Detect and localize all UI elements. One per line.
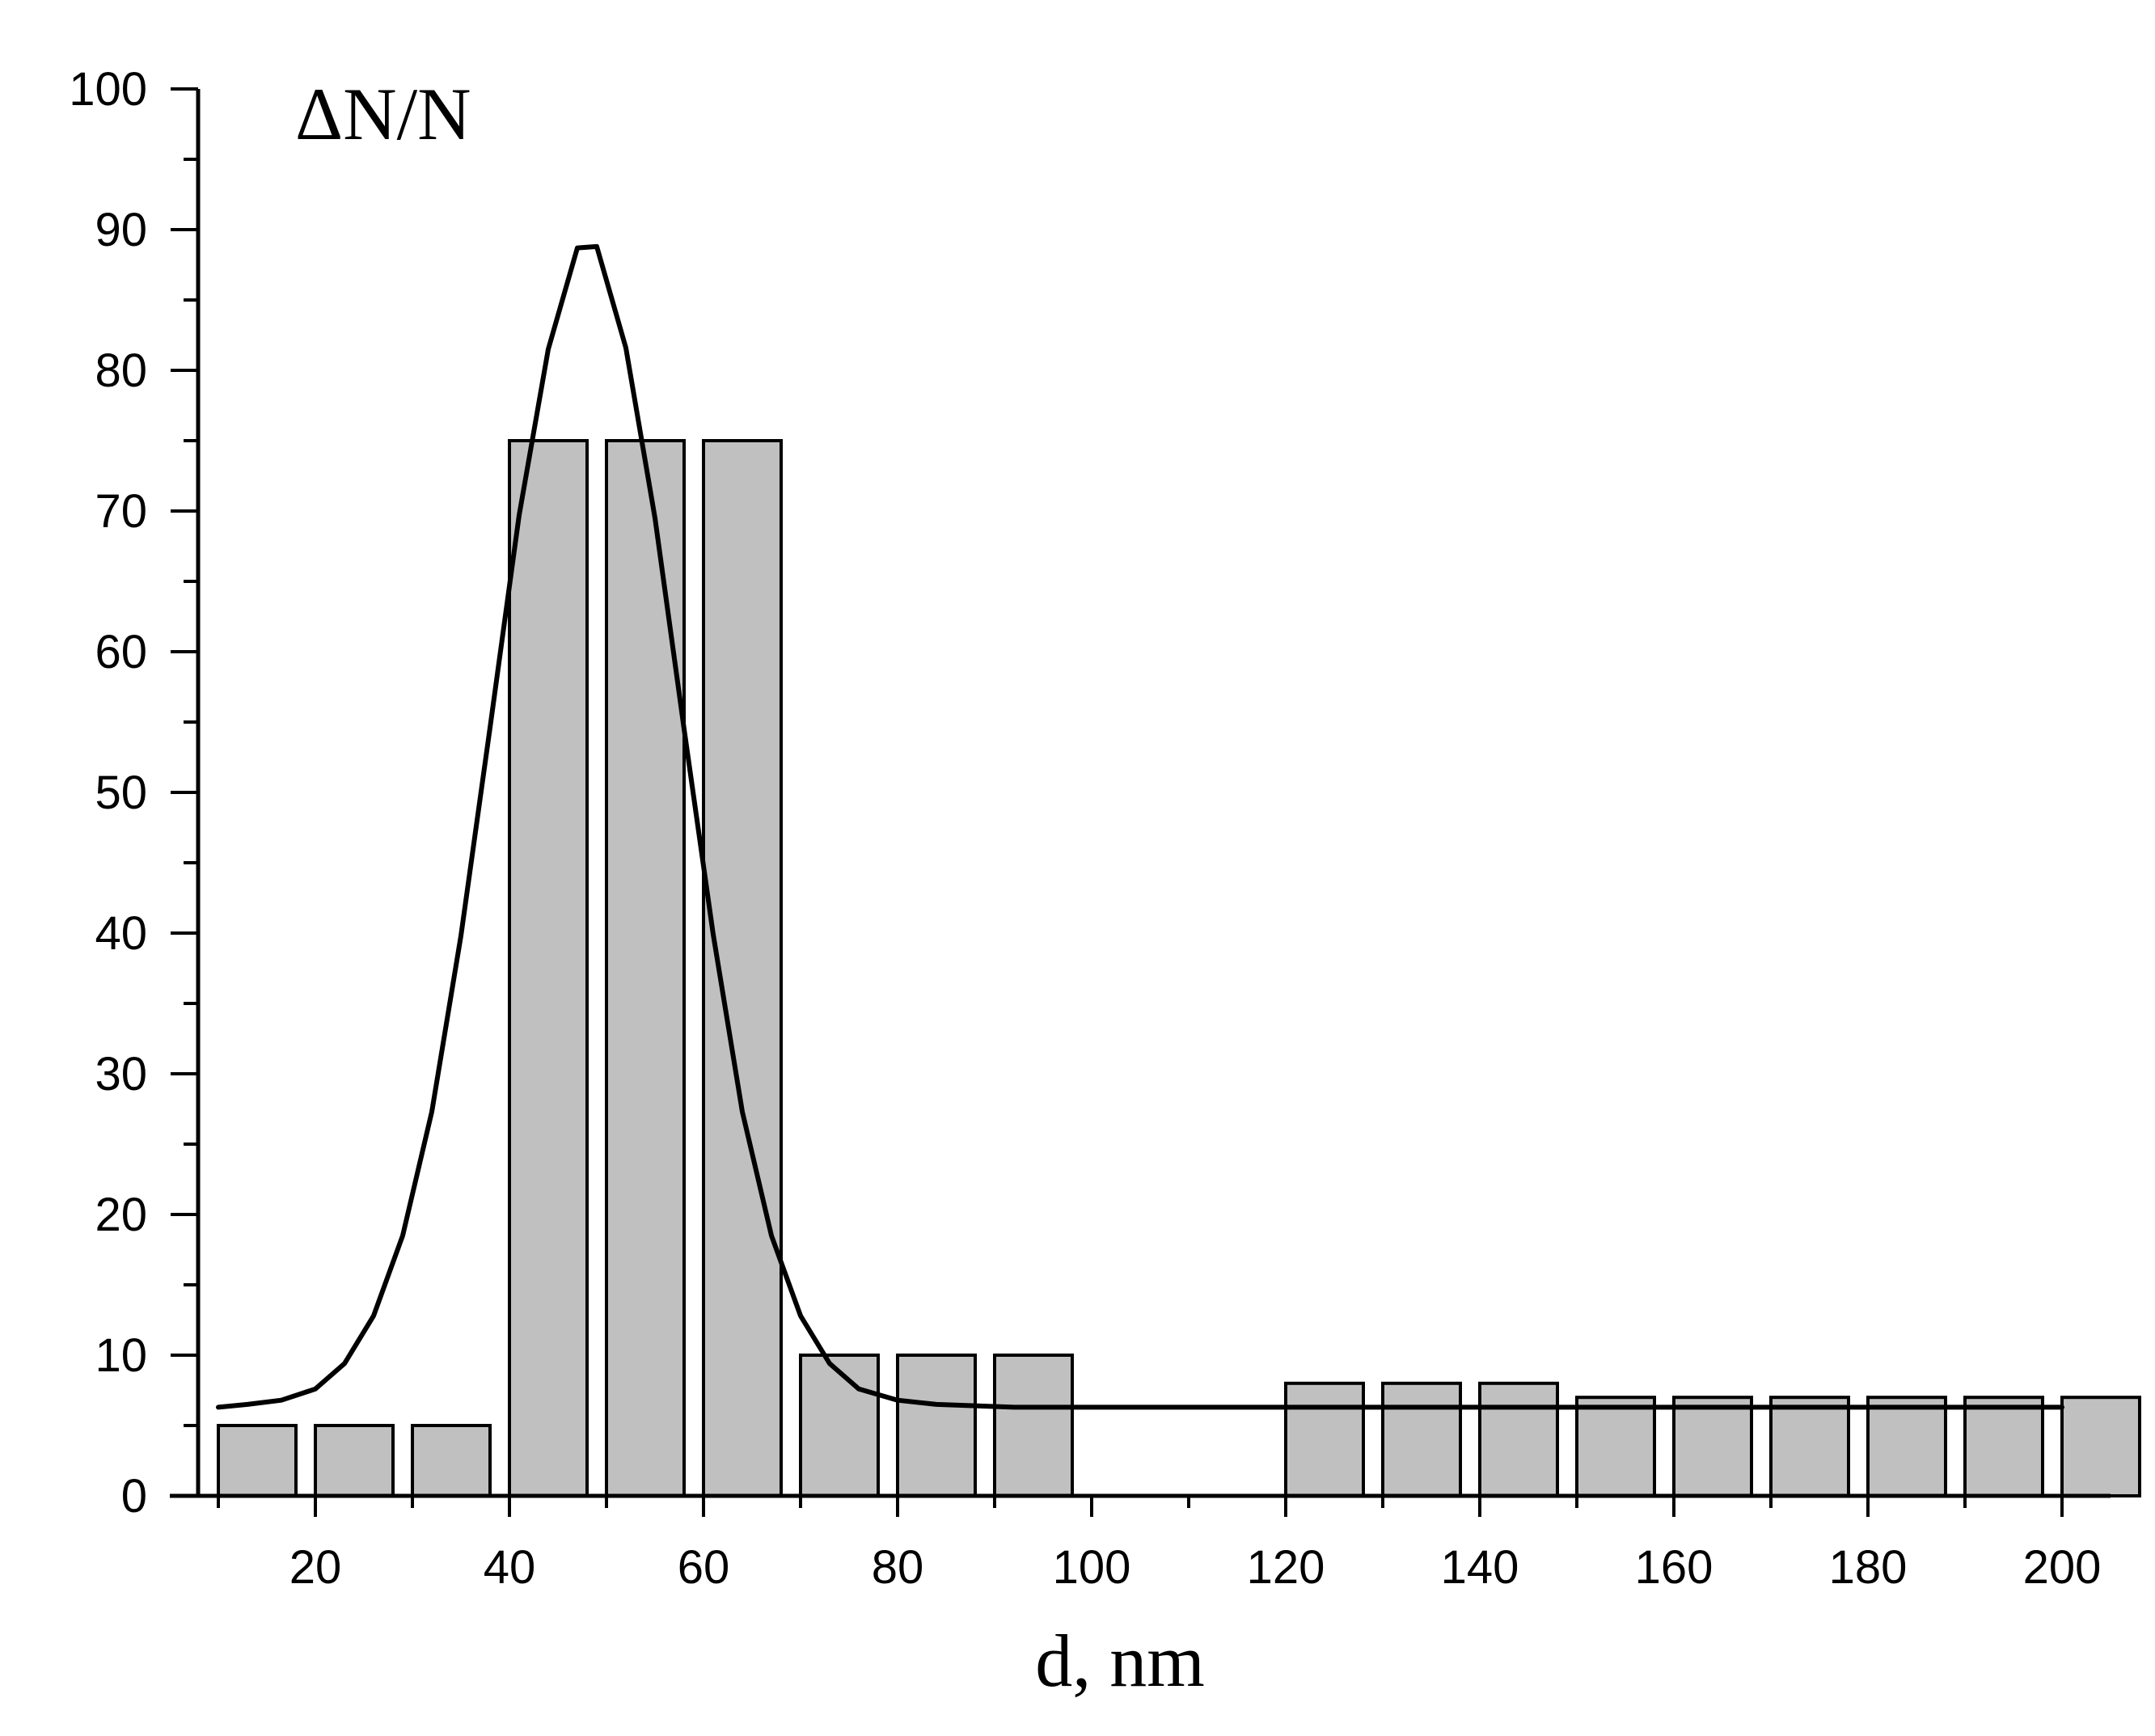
y-tick-label-60: 60 <box>95 626 147 678</box>
bar-144 <box>1478 1381 1559 1498</box>
bar-94 <box>993 1354 1074 1497</box>
x-tick-label-100: 100 <box>1053 1541 1131 1594</box>
bar-154 <box>1575 1396 1656 1497</box>
bar-34 <box>411 1424 492 1497</box>
bar-84 <box>896 1354 977 1497</box>
y-tick-label-100: 100 <box>69 63 147 116</box>
x-tick-label-60: 60 <box>678 1541 730 1594</box>
bar-54 <box>605 439 686 1497</box>
y-ticks-group: 0 10 20 30 40 50 60 70 80 90 100 <box>69 63 198 1523</box>
axes-group <box>170 89 2111 1498</box>
x-tick-label-140: 140 <box>1441 1541 1519 1594</box>
bar-64 <box>702 439 783 1497</box>
bar-14 <box>217 1424 298 1497</box>
x-tick-label-180: 180 <box>1829 1541 1908 1594</box>
bar-74 <box>799 1354 880 1497</box>
x-axis-title: d, nm <box>1035 1620 1205 1702</box>
x-tick-label-200: 200 <box>2023 1541 2102 1594</box>
x-tick-label-120: 120 <box>1247 1541 1325 1594</box>
bar-204 <box>2060 1396 2141 1497</box>
bar-44 <box>508 439 589 1497</box>
y-tick-label-90: 90 <box>95 204 147 256</box>
bar-24 <box>314 1424 395 1497</box>
y-tick-label-30: 30 <box>95 1048 147 1100</box>
y-tick-label-50: 50 <box>95 767 147 819</box>
y-tick-label-10: 10 <box>95 1329 147 1382</box>
x-tick-label-20: 20 <box>289 1541 342 1594</box>
x-tick-label-160: 160 <box>1635 1541 1713 1594</box>
x-tick-label-40: 40 <box>484 1541 536 1594</box>
bar-194 <box>1963 1396 2044 1497</box>
bar-134 <box>1381 1381 1462 1498</box>
y-tick-label-80: 80 <box>95 344 147 397</box>
fit-curve-line <box>216 243 2064 1410</box>
y-tick-label-20: 20 <box>95 1189 147 1241</box>
x-tick-label-80: 80 <box>872 1541 924 1594</box>
y-tick-label-40: 40 <box>95 907 147 960</box>
x-ticks-group: 20 40 60 80 100 120 140 160 180 200 <box>217 1496 2102 1594</box>
bar-184 <box>1866 1396 1947 1497</box>
y-axis-title: ΔN/N <box>295 73 471 155</box>
bars-group <box>217 439 2141 1498</box>
bar-124 <box>1284 1381 1365 1498</box>
fit-curve-group <box>216 243 2064 1410</box>
y-tick-label-0: 0 <box>121 1470 147 1523</box>
y-tick-label-70: 70 <box>95 485 147 538</box>
bar-164 <box>1672 1396 1753 1497</box>
bar-174 <box>1769 1396 1850 1497</box>
